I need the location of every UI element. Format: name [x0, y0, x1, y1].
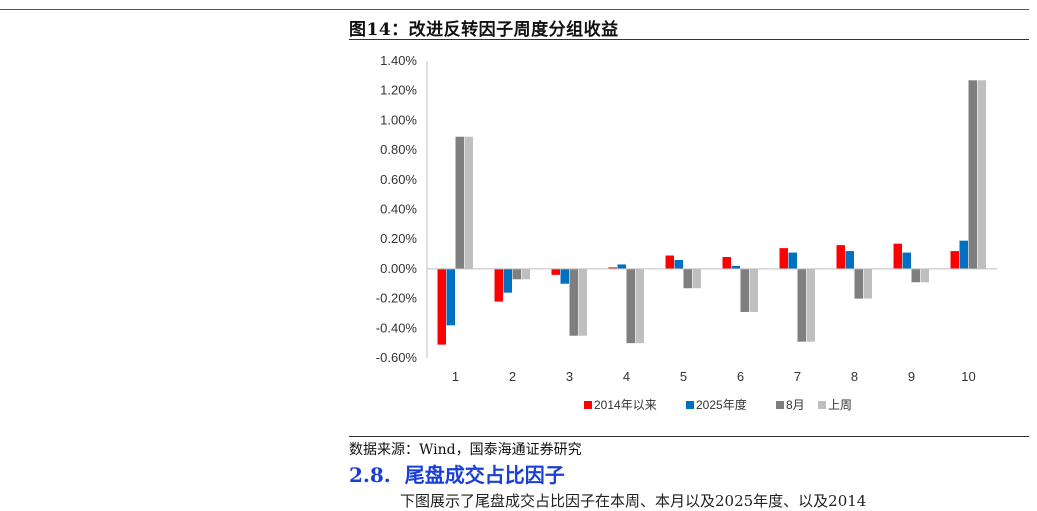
bar-1-4: [608, 267, 617, 269]
bar-2-2: [503, 268, 512, 293]
bar-2-4: [617, 264, 626, 269]
bar-1-10: [950, 251, 959, 269]
legend-swatch-1: [584, 401, 592, 409]
bar-1-2: [494, 268, 503, 302]
y-tick-label: 1.00%: [380, 112, 417, 127]
x-tick-label: 8: [851, 369, 858, 384]
bar-2-5: [674, 259, 683, 269]
x-tick-label: 1: [452, 369, 459, 384]
bar-4-7: [806, 268, 815, 342]
bar-3-5: [683, 268, 692, 289]
y-tick-label: -0.20%: [376, 291, 418, 306]
grouped-bar-chart: -0.60% -0.40% -0.20% 0.00% 0.20% 0.40% 0.60% 0.…: [376, 53, 997, 412]
bar-2-7: [788, 252, 797, 269]
y-tick-label: 1.40%: [380, 53, 417, 68]
bar-2-8: [845, 251, 854, 269]
bar-3-8: [854, 268, 863, 299]
legend-swatch-2: [686, 401, 694, 409]
legend-label-1: 2014年以来: [594, 398, 657, 412]
x-tick-label: 2: [509, 369, 516, 384]
legend-label-2: 2025年度: [696, 397, 747, 412]
legend-label-4: 上周: [828, 398, 852, 412]
bar-4-5: [692, 268, 701, 289]
y-tick-label: -0.60%: [376, 350, 418, 365]
y-tick-label: 0.40%: [380, 202, 417, 217]
bar-4-8: [863, 268, 872, 299]
source-rule: [349, 436, 1029, 437]
bar-1-3: [551, 268, 560, 275]
figure-title: 图14：改进反转因子周度分组收益: [349, 20, 619, 40]
section-heading: 2.8. 尾盘成交占比因子: [349, 459, 565, 488]
bar-3-10: [968, 80, 977, 269]
y-tick-label: 0.00%: [380, 261, 417, 276]
bar-4-6: [749, 268, 758, 312]
bar-2-6: [731, 265, 740, 269]
bar-4-9: [920, 268, 929, 283]
body-text-partial: 下图展示了尾盘成交占比因子在本周、本月以及2025年度、以及2014: [400, 492, 867, 510]
figure-source: 数据来源：Wind，国泰海通证券研究: [349, 442, 582, 458]
x-tick-label: 9: [908, 369, 915, 384]
bar-1-8: [836, 245, 845, 269]
x-tick-label: 10: [961, 369, 975, 384]
bar-2-3: [560, 268, 569, 284]
legend-label-3: 8月: [786, 398, 805, 412]
bar-4-3: [578, 268, 587, 336]
bar-3-6: [740, 268, 749, 312]
x-tick-label: 3: [566, 369, 573, 384]
figure-title-rule: [349, 39, 1029, 40]
bar-1-1: [437, 268, 446, 345]
bar-3-3: [569, 268, 578, 336]
bar-1-5: [665, 255, 674, 269]
x-tick-label: 6: [737, 369, 744, 384]
bar-1-6: [722, 257, 731, 269]
bar-4-4: [635, 268, 644, 344]
x-tick-label: 5: [680, 369, 687, 384]
section-title: 尾盘成交占比因子: [404, 463, 565, 487]
section-number: 2.8.: [349, 463, 391, 487]
bar-1-9: [893, 243, 902, 269]
y-tick-label: 0.80%: [380, 142, 417, 157]
x-tick-label: 7: [794, 369, 801, 384]
bar-4-2: [521, 268, 530, 280]
y-tick-label: -0.40%: [376, 320, 418, 335]
bar-2-1: [446, 268, 455, 326]
bar-3-9: [911, 268, 920, 283]
bar-4-10: [977, 80, 986, 269]
y-tick-label: 0.20%: [380, 231, 417, 246]
bar-4-1: [464, 136, 473, 269]
bar-2-9: [902, 252, 911, 269]
y-tick-label: 1.20%: [380, 83, 417, 98]
bar-3-7: [797, 268, 806, 342]
bar-3-4: [626, 268, 635, 344]
page-top-rule: [0, 9, 1029, 10]
bar-3-1: [455, 136, 464, 269]
x-tick-label: 4: [623, 369, 630, 384]
bar-1-7: [779, 248, 788, 269]
bar-2-10: [959, 240, 968, 269]
legend-swatch-4: [818, 401, 826, 409]
bar-3-2: [512, 268, 521, 280]
legend-swatch-3: [776, 401, 784, 409]
y-tick-label: 0.60%: [380, 172, 417, 187]
